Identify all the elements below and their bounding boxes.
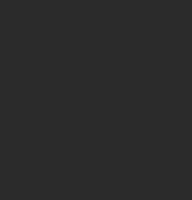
X-axis label: Number of Sick Days Used: Number of Sick Days Used (71, 191, 144, 196)
Point (84, 82, 87, 85)
Point (99, 36, 102, 40)
Point (70, 59, 73, 62)
Point (41, 116, 44, 119)
Point (113, 116, 117, 119)
Point (55, 127, 58, 130)
Point (113, 14, 117, 17)
Y-axis label: Outside Temperature: Outside Temperature (4, 60, 9, 118)
Point (143, 48, 146, 51)
Point (143, 161, 146, 164)
Point (41, 93, 44, 96)
Point (128, 127, 131, 130)
Point (99, 93, 102, 96)
Point (172, 104, 175, 107)
Point (70, 59, 73, 62)
Point (55, 25, 58, 28)
Point (157, 82, 160, 85)
Point (157, 70, 160, 74)
Point (84, 138, 87, 141)
Point (113, 48, 117, 51)
Point (128, 149, 131, 153)
